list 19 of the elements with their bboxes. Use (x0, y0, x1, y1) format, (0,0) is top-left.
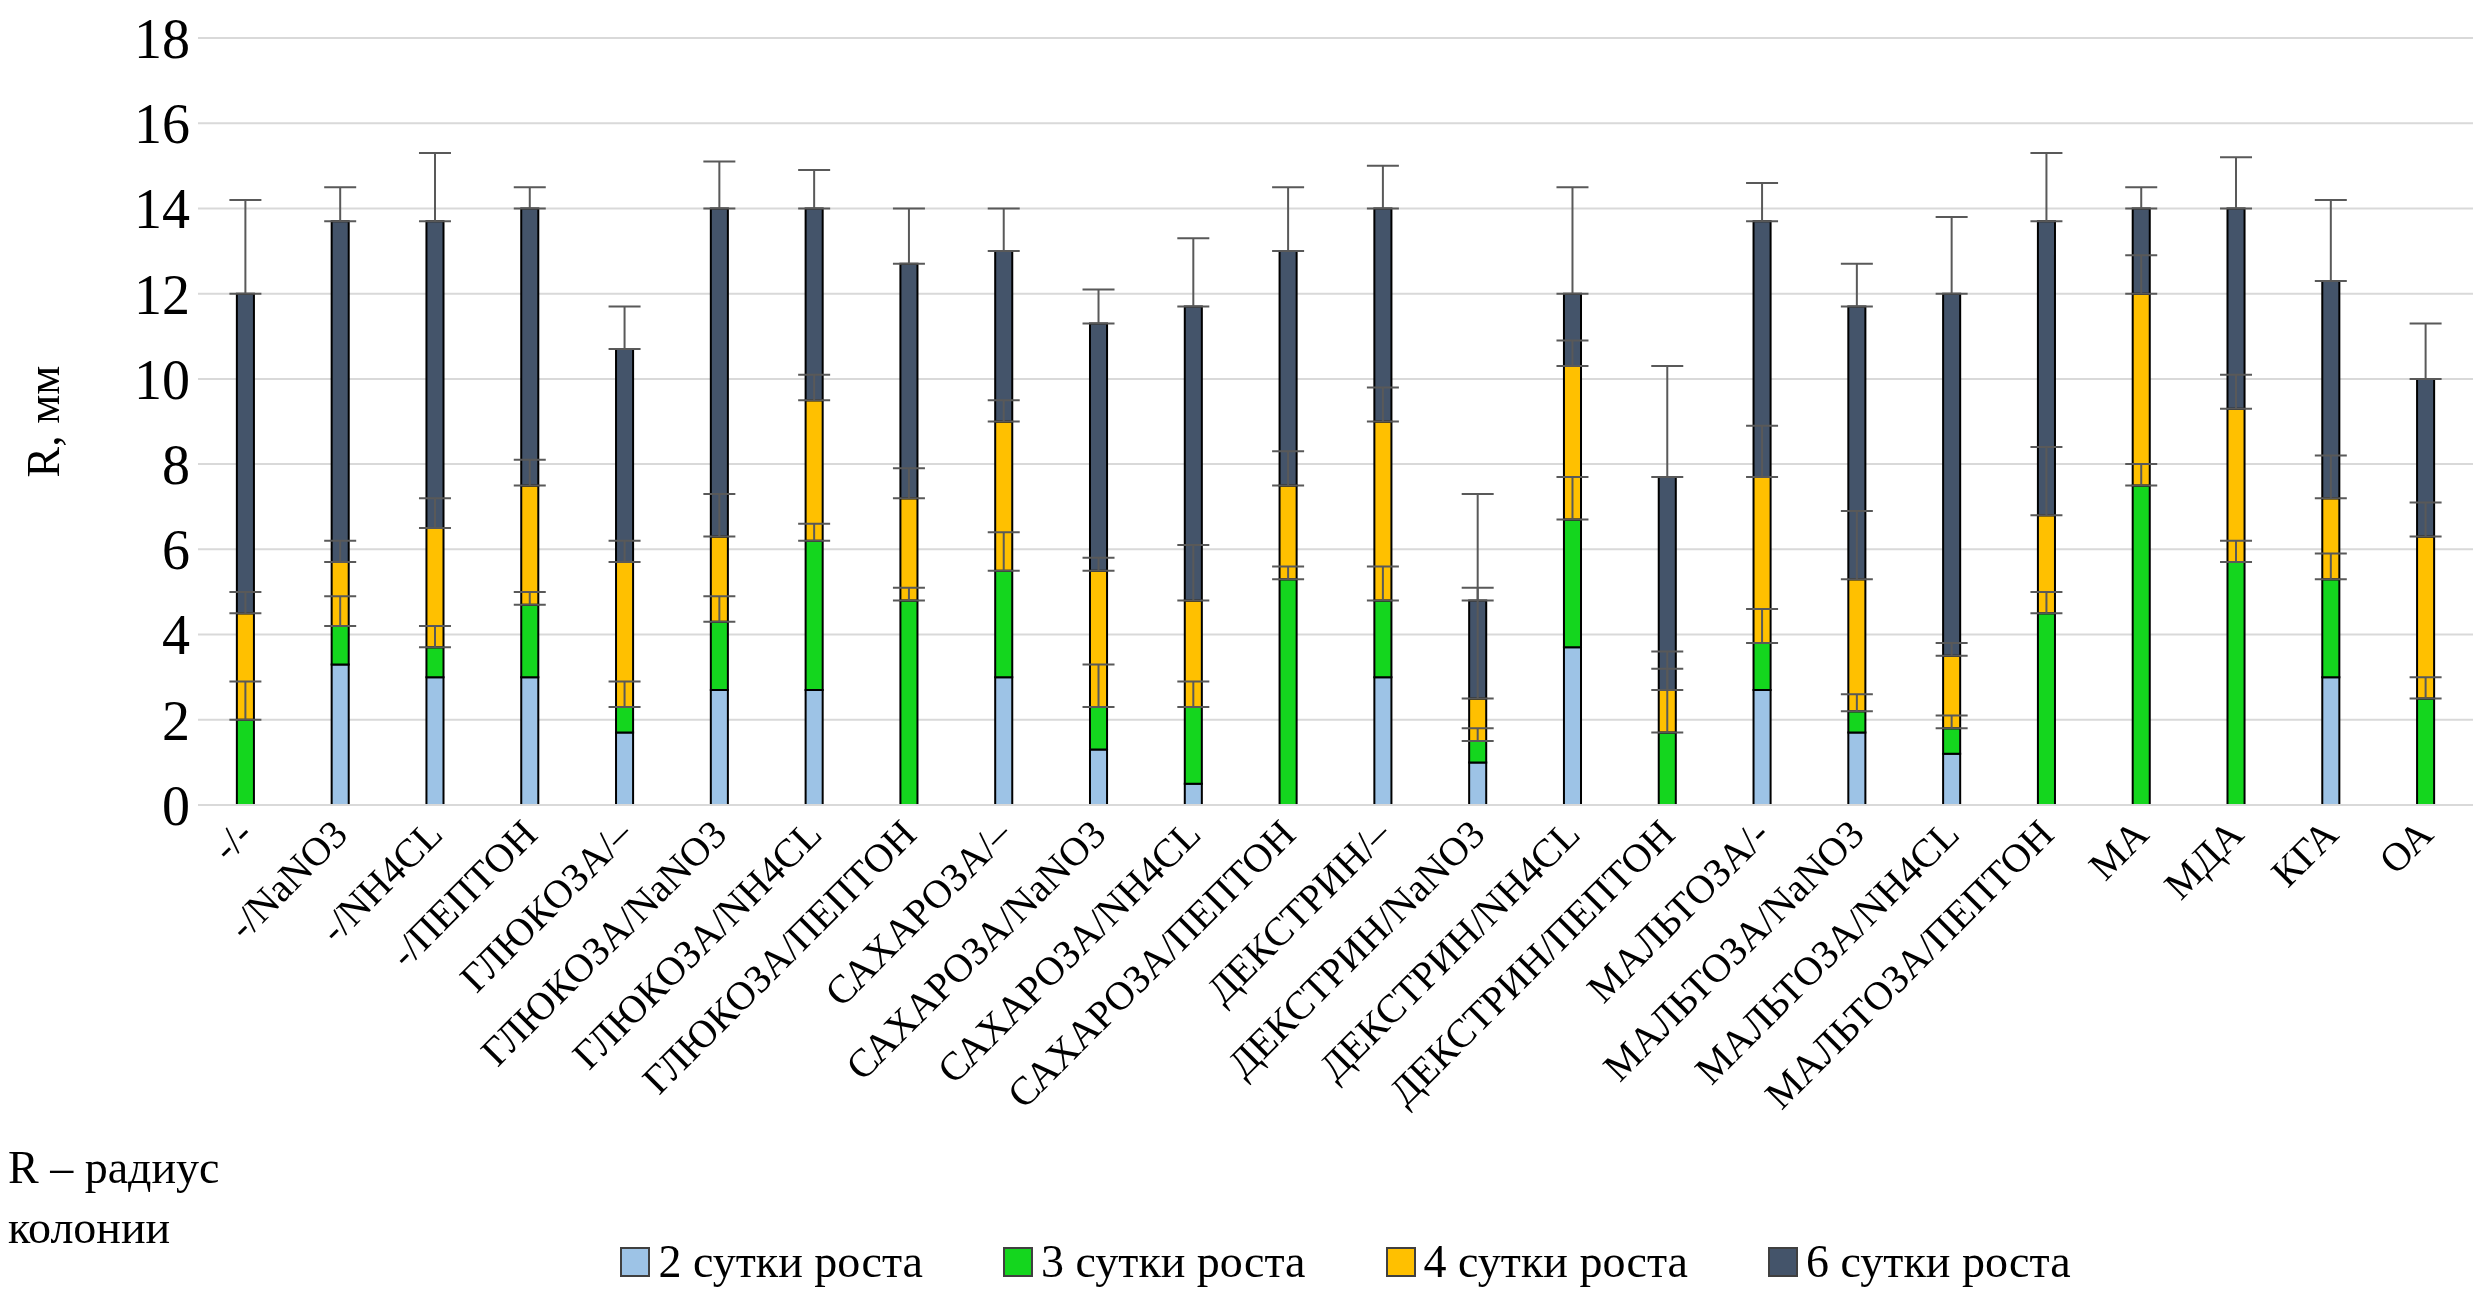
y-tick-label: 4 (162, 604, 190, 667)
y-tick-label: 16 (134, 93, 190, 156)
x-tick-label: КГА (2262, 811, 2347, 896)
y-tick-label: 6 (162, 519, 190, 582)
y-axis-title: R, мм (18, 365, 70, 478)
y-tick-label: 0 (162, 774, 190, 837)
y-tick-label: 18 (134, 7, 190, 70)
y-tick-label: 10 (134, 348, 190, 411)
y-tick-label: 14 (134, 178, 190, 241)
legend-label: 6 сутки роста (1806, 1235, 2071, 1288)
text: R – радиус колонии (8, 1141, 221, 1255)
y-tick-label: 12 (134, 263, 190, 326)
legend-label: 2 сутки роста (658, 1235, 923, 1288)
x-tick-label: ОА (2370, 811, 2442, 883)
legend-label: 3 сутки роста (1040, 1235, 1306, 1288)
y-tick-label: 2 (162, 689, 190, 752)
x-tick-label: МА (2079, 811, 2158, 889)
y-tick-label: 8 (162, 433, 190, 496)
legend-label: 4 сутки роста (1423, 1235, 1689, 1288)
